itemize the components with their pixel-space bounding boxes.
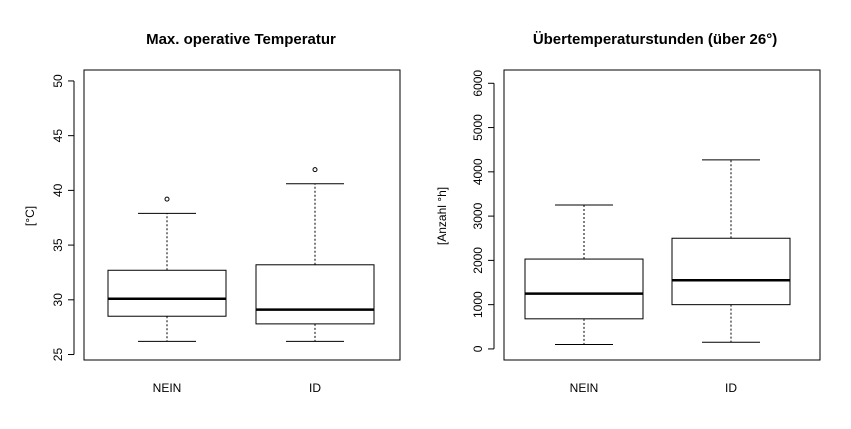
chart-title: Übertemperaturstunden (über 26°): [533, 31, 777, 48]
x-tick-label: NEIN: [153, 381, 182, 395]
outlier-point: [164, 196, 170, 202]
y-axis-label: [Anzahl °h]: [435, 187, 449, 245]
iqr-box: [107, 269, 227, 317]
plot-frame: [83, 69, 401, 361]
box-id: [671, 159, 791, 343]
y-axis-label: [°C]: [23, 206, 37, 226]
box-nein: [524, 204, 644, 346]
box-nein: [107, 196, 227, 342]
chart-temperature: Max. operative Temperatur [°C] 25 30 35 40 4…: [23, 31, 401, 395]
x-tick-label: ID: [725, 381, 737, 395]
y-tick-label: 30: [51, 293, 65, 307]
x-axis: NEIN ID: [153, 381, 322, 395]
y-axis: 25 30 35 40 45 50: [51, 74, 75, 362]
box-id: [255, 167, 375, 342]
y-tick-label: 3000: [471, 202, 485, 229]
iqr-box: [671, 237, 791, 306]
y-tick-label: 4000: [471, 158, 485, 185]
y-tick-label: 25: [51, 348, 65, 362]
y-tick-label: 5000: [471, 114, 485, 141]
chart-title: Max. operative Temperatur: [146, 31, 336, 48]
x-tick-label: NEIN: [570, 381, 599, 395]
iqr-box: [255, 264, 375, 325]
x-axis: NEIN ID: [570, 381, 738, 395]
iqr-box: [524, 258, 644, 320]
y-tick-label: 0: [471, 345, 485, 352]
boxes: [107, 167, 375, 342]
y-tick-label: 35: [51, 238, 65, 252]
y-tick-label: 6000: [471, 70, 485, 97]
x-tick-label: ID: [309, 381, 321, 395]
chart-overtemperature-hours: Übertemperaturstunden (über 26°) [Anzahl…: [435, 31, 821, 395]
y-tick-label: 45: [51, 129, 65, 143]
y-axis: 0 1000 2000 3000 4000 5000 6000: [471, 70, 495, 352]
y-tick-label: 2000: [471, 247, 485, 274]
plot-frame: [503, 69, 821, 361]
y-tick-label: 1000: [471, 291, 485, 318]
y-tick-label: 40: [51, 183, 65, 197]
boxes: [524, 159, 791, 346]
outlier-point: [312, 167, 318, 173]
y-tick-label: 50: [51, 74, 65, 88]
